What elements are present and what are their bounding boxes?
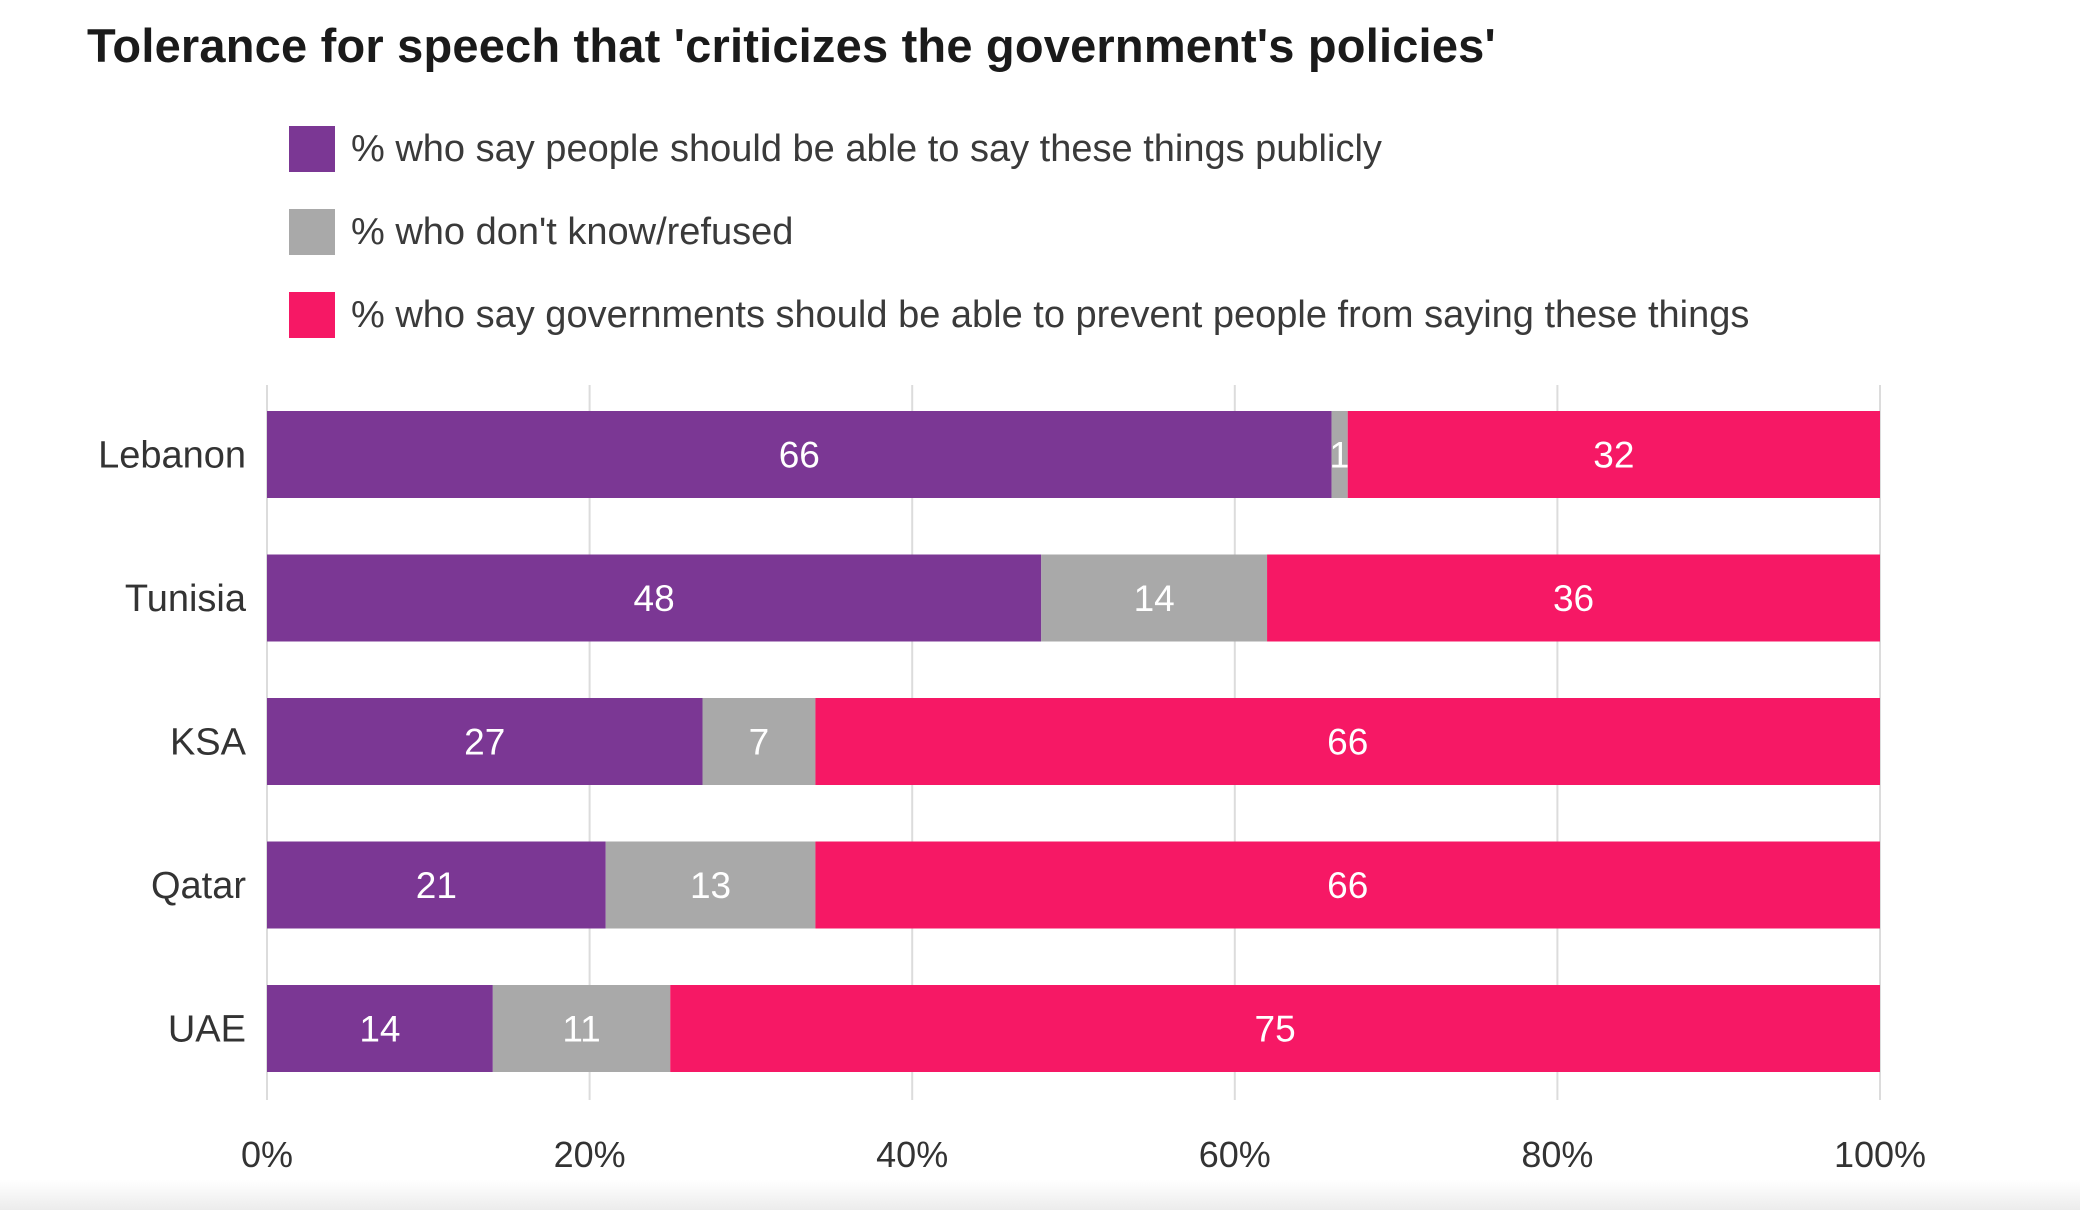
x-tick-label: 0%: [241, 1134, 293, 1175]
bar-segment: [267, 698, 703, 785]
x-tick-label: 40%: [876, 1134, 948, 1175]
legend-item-dont-know: % who don't know/refused: [289, 209, 793, 255]
category-label: Tunisia: [125, 578, 247, 620]
data-label: 48: [634, 578, 675, 619]
bar-segment: [267, 985, 493, 1072]
legend-item-say-publicly: % who say people should be able to say t…: [289, 126, 1382, 172]
bar-segment: [815, 698, 1881, 785]
data-label: 66: [1327, 722, 1368, 763]
bar-segment: [267, 411, 1332, 498]
category-label: Lebanon: [98, 435, 246, 477]
chart-plot-area: 0% 20% 40% 60% 80% 100% Lebanon 66 1 32 Tunisia 48 1…: [98, 385, 1926, 1175]
data-label: 75: [1255, 1009, 1296, 1050]
bottom-edge: [0, 1180, 2080, 1210]
bar-segment: [267, 554, 1042, 642]
bar-segment: [1267, 554, 1880, 642]
legend-label-say-publicly: % who say people should be able to say t…: [351, 127, 1382, 170]
x-tick-label: 20%: [554, 1134, 626, 1175]
bar-segment: [492, 985, 671, 1072]
bar-segment: [670, 985, 1880, 1072]
bar-segment: [702, 698, 816, 785]
legend-swatch-purple: [289, 126, 335, 172]
data-label: 36: [1553, 578, 1594, 619]
bar-segment: [1331, 411, 1348, 498]
legend-label-dont-know: % who don't know/refused: [351, 210, 794, 253]
data-label: 14: [1134, 578, 1175, 619]
x-tick-label: 60%: [1199, 1134, 1271, 1175]
chart-title: Tolerance for speech that 'criticizes th…: [87, 19, 1496, 72]
data-label: 7: [749, 722, 770, 763]
data-label: 66: [779, 435, 820, 476]
legend-label-prevent: % who say governments should be able to …: [351, 293, 1750, 336]
data-label: 66: [1327, 865, 1368, 906]
data-label: 32: [1593, 435, 1634, 476]
data-label: 1: [1329, 435, 1350, 476]
bar-segment: [267, 841, 606, 929]
x-tick-label: 100%: [1834, 1134, 1926, 1175]
category-label: UAE: [168, 1009, 246, 1051]
category-label: KSA: [170, 722, 247, 764]
data-label: 11: [562, 1009, 600, 1050]
bar-segment: [605, 841, 816, 929]
legend-swatch-gray: [289, 209, 335, 255]
data-label: 21: [416, 865, 457, 906]
x-tick-label: 80%: [1521, 1134, 1593, 1175]
legend-swatch-pink: [289, 292, 335, 338]
data-label: 13: [690, 865, 731, 906]
bar-segment: [815, 841, 1881, 929]
category-label: Qatar: [151, 865, 246, 907]
legend-item-prevent: % who say governments should be able to …: [289, 292, 1749, 338]
data-label: 27: [464, 722, 505, 763]
data-label: 14: [359, 1009, 400, 1050]
bar-segment: [1347, 411, 1880, 498]
bar-segment: [1041, 554, 1268, 642]
